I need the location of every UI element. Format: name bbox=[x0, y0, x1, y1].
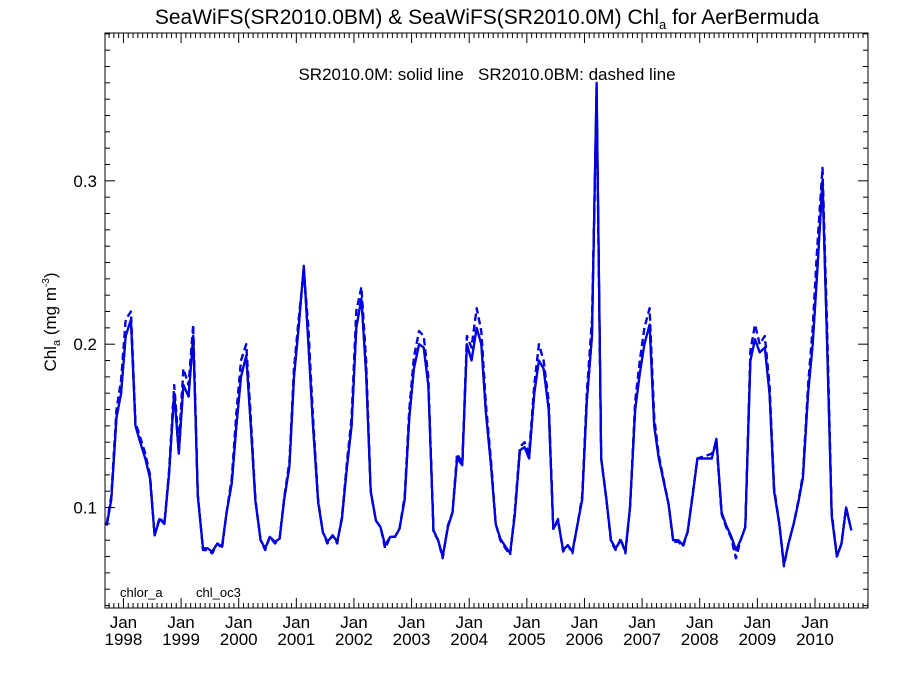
x-tick-label-year: 2006 bbox=[566, 630, 604, 649]
x-tick-label-year: 2003 bbox=[393, 630, 431, 649]
x-tick-label-year: 2004 bbox=[450, 630, 488, 649]
y-axis-label-close: ) bbox=[41, 272, 60, 278]
y-tick-label: 0.3 bbox=[73, 172, 97, 191]
chart-title-tail: for AerBermuda bbox=[666, 6, 819, 29]
x-tick-label-month: Jan bbox=[398, 613, 425, 632]
plot-frame bbox=[104, 32, 869, 609]
x-tick-label-month: Jan bbox=[628, 613, 655, 632]
x-tick-label-year: 2009 bbox=[738, 630, 776, 649]
x-tick-label-year: 2005 bbox=[508, 630, 546, 649]
legend-chlor-a: chlor_a bbox=[120, 585, 163, 600]
y-tick-label: 0.1 bbox=[73, 499, 97, 518]
chart-title: SeaWiFS(SR2010.0BM) & SeaWiFS(SR2010.0M)… bbox=[155, 6, 820, 32]
x-tick-label-month: Jan bbox=[456, 613, 483, 632]
y-tick-label: 0.2 bbox=[73, 335, 97, 354]
series-layer bbox=[105, 81, 853, 568]
x-tick-label-month: Jan bbox=[801, 613, 828, 632]
y-axis-label-superscript: -3 bbox=[41, 278, 52, 287]
x-tick-label-year: 2000 bbox=[220, 630, 258, 649]
x-tick-label-year: 1998 bbox=[105, 630, 143, 649]
y-axis-label-units: (mg m bbox=[41, 287, 60, 340]
legend-chl-oc3: chl_oc3 bbox=[196, 585, 241, 600]
x-tick-label-month: Jan bbox=[340, 613, 367, 632]
x-tick-label-month: Jan bbox=[283, 613, 310, 632]
y-axis-label-subscript: a bbox=[51, 339, 63, 346]
line-style-annotation: SR2010.0M: solid line SR2010.0BM: dashed… bbox=[298, 65, 675, 84]
x-tick-label-year: 2010 bbox=[796, 630, 834, 649]
x-tick-label-month: Jan bbox=[110, 613, 137, 632]
x-tick-label-month: Jan bbox=[744, 613, 771, 632]
x-tick-label-year: 1999 bbox=[162, 630, 200, 649]
x-tick-label-year: 2002 bbox=[335, 630, 373, 649]
chart-title-main: SeaWiFS(SR2010.0BM) & SeaWiFS(SR2010.0M)… bbox=[155, 6, 659, 29]
x-tick-label-month: Jan bbox=[686, 613, 713, 632]
y-axis-label: Chla (mg m-3) bbox=[41, 272, 63, 371]
x-tick-label-month: Jan bbox=[513, 613, 540, 632]
x-tick-label-year: 2001 bbox=[277, 630, 315, 649]
axis-layer: 0.10.20.3Jan1998Jan1999Jan2000Jan2001Jan… bbox=[73, 32, 869, 649]
x-tick-label-year: 2007 bbox=[623, 630, 661, 649]
x-tick-label-year: 2008 bbox=[681, 630, 719, 649]
x-tick-label-month: Jan bbox=[225, 613, 252, 632]
y-axis-label-main: Chl bbox=[41, 346, 60, 372]
series-line-chl-oc3-dashed bbox=[105, 98, 853, 568]
x-tick-label-month: Jan bbox=[167, 613, 194, 632]
chart-title-subscript: a bbox=[659, 17, 667, 32]
x-tick-label-month: Jan bbox=[571, 613, 598, 632]
